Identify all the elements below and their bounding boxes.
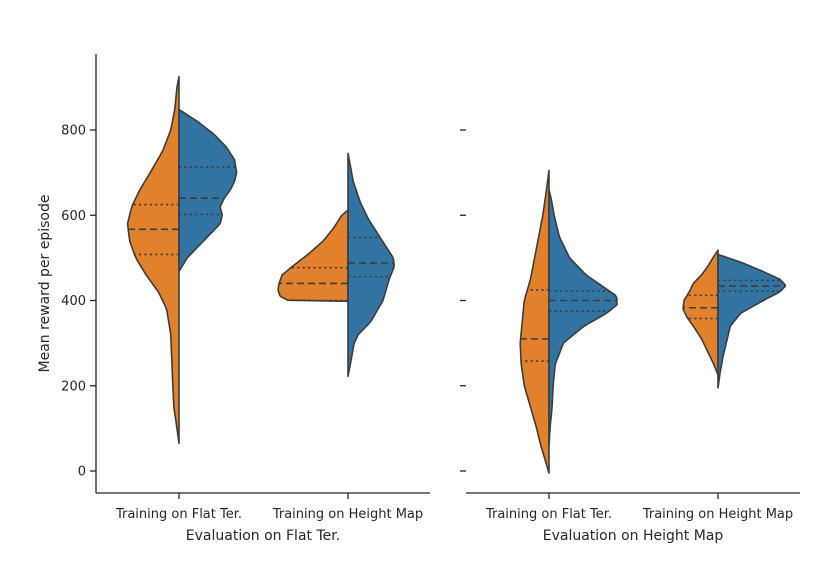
- panel-height-map: Training on Flat Ter. Training on Height …: [460, 129, 800, 544]
- violin-half-right: [178, 108, 238, 273]
- y-tick-label: 400: [61, 294, 86, 309]
- violin-training-height-map: [682, 249, 787, 389]
- y-tick-label: 800: [61, 124, 86, 139]
- violin-half-left: [519, 169, 550, 474]
- violin-half-right: [717, 253, 787, 389]
- y-axis-label: Mean reward per episode: [37, 195, 53, 373]
- x-tick-label: Training on Height Map: [642, 507, 793, 522]
- x-axis-label: Evaluation on Flat Ter.: [186, 528, 340, 544]
- violin-training-height-map: [277, 152, 395, 378]
- violin-half-left: [277, 209, 349, 303]
- x-tick-label: Training on Height Map: [272, 507, 423, 522]
- x-axis-label: Evaluation on Height Map: [543, 528, 724, 544]
- violin-half-right: [548, 188, 618, 447]
- violin-training-flat-terrain: [126, 75, 238, 445]
- x-tick-label: Training on Flat Ter.: [115, 507, 242, 522]
- x-tick-label: Training on Flat Ter.: [485, 507, 612, 522]
- violin-half-left: [126, 75, 180, 445]
- y-tick-label: 0: [78, 465, 86, 480]
- panel-flat-terrain: 0 200 400 600 800 Training on Flat Ter. Traini…: [61, 54, 430, 544]
- violin-training-flat-terrain: [519, 169, 618, 474]
- violin-half-right: [347, 152, 395, 378]
- y-tick-label: 600: [61, 209, 86, 224]
- violin-half-left: [682, 249, 719, 376]
- y-tick-label: 200: [61, 379, 86, 394]
